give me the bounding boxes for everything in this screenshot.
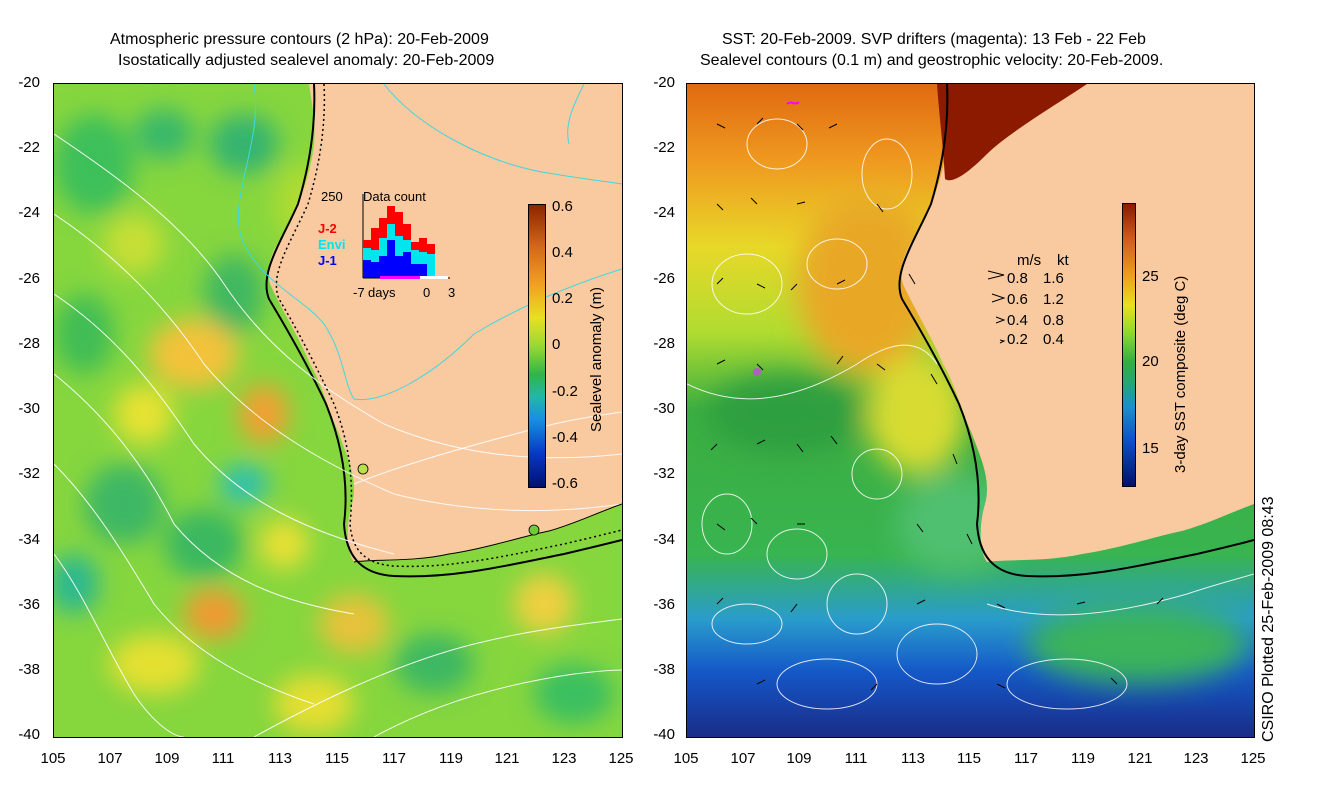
right-xtick-109: 109 bbox=[786, 750, 812, 767]
left-xtick-119: 119 bbox=[439, 750, 463, 767]
right-ytick-20: -20 bbox=[653, 74, 675, 91]
left-xtick-113: 113 bbox=[268, 750, 292, 767]
left-xtick-115: 115 bbox=[325, 750, 349, 767]
left-ytick-26: -26 bbox=[18, 270, 40, 287]
left-ytick-38: -38 bbox=[18, 661, 40, 678]
velocity-legend-row-3-kt: 0.8 bbox=[1043, 312, 1064, 329]
right-xtick-119: 119 bbox=[1071, 750, 1095, 767]
sealevel-cbtick-6: -0.6 bbox=[552, 475, 578, 492]
velocity-legend-row-1-ms: 0.8 bbox=[1007, 270, 1028, 287]
sealevel-cbtick-4: -0.2 bbox=[552, 383, 578, 400]
right-xtick-123: 123 bbox=[1183, 750, 1209, 767]
left-xtick-105: 105 bbox=[40, 750, 66, 767]
inset-legend-envi: Envi bbox=[318, 237, 346, 252]
left-ytick-22: -22 bbox=[18, 139, 40, 156]
sealevel-cbtick-5: -0.4 bbox=[552, 429, 578, 446]
right-ytick-22: -22 bbox=[653, 139, 675, 156]
sst-field bbox=[687, 84, 1254, 737]
right-xtick-115: 115 bbox=[957, 750, 981, 767]
velocity-legend-row-2-ms: 0.6 bbox=[1007, 291, 1028, 308]
velocity-legend-header-ms: m/s bbox=[1017, 252, 1042, 269]
right-ytick-40: -40 bbox=[653, 726, 675, 743]
left-xtick-121: 121 bbox=[494, 750, 520, 767]
inset-xlabel-zero: 0 bbox=[423, 285, 431, 300]
left-xtick-107: 107 bbox=[97, 750, 123, 767]
left-ytick-36: -36 bbox=[18, 596, 40, 613]
velocity-legend-arrows bbox=[987, 270, 1006, 344]
sealevel-colorbar-label: Sealevel anomaly (m) bbox=[588, 286, 605, 432]
sst-cbtick-25: 25 bbox=[1142, 268, 1159, 285]
left-ytick-30: -30 bbox=[18, 400, 40, 417]
sst-cbtick-15: 15 bbox=[1142, 440, 1159, 457]
credit-label: CSIRO Plotted 25-Feb-2009 08:43 bbox=[1260, 496, 1277, 742]
right-ytick-28: -28 bbox=[653, 335, 675, 352]
right-xtick-117: 117 bbox=[1014, 750, 1038, 767]
sealevel-cbtick-2: 0.2 bbox=[552, 290, 573, 307]
left-xtick-117: 117 bbox=[382, 750, 406, 767]
inset-title: Data count bbox=[363, 189, 426, 204]
left-ytick-20: -20 bbox=[18, 74, 40, 91]
right-title-line2: Sealevel contours (0.1 m) and geostrophi… bbox=[700, 52, 1164, 69]
right-title-line1: SST: 20-Feb-2009. SVP drifters (magenta)… bbox=[722, 31, 1146, 48]
left-xtick-125: 125 bbox=[608, 750, 634, 767]
left-title-line1: Atmospheric pressure contours (2 hPa): 2… bbox=[110, 31, 489, 48]
right-xtick-105: 105 bbox=[673, 750, 699, 767]
sealevel-cbtick-1: 0.4 bbox=[552, 244, 573, 261]
inset-ymax: 250 bbox=[321, 189, 343, 204]
right-xtick-107: 107 bbox=[730, 750, 756, 767]
sealevel-anomaly-field bbox=[54, 84, 622, 737]
right-xtick-113: 113 bbox=[901, 750, 925, 767]
right-ytick-38: -38 bbox=[653, 661, 675, 678]
sst-colorbar bbox=[1122, 203, 1136, 487]
sealevel-cbtick-0: 0.6 bbox=[552, 198, 573, 215]
left-ytick-24: -24 bbox=[18, 204, 40, 221]
inset-xlabel-days: days bbox=[368, 285, 396, 300]
sst-map bbox=[686, 83, 1255, 738]
right-xtick-111: 111 bbox=[844, 750, 868, 767]
velocity-legend-header-kt: kt bbox=[1057, 252, 1069, 269]
inset-legend-j1: J-1 bbox=[318, 253, 337, 268]
data-count-inset: 250 Data count J-2 Envi J-1 bbox=[310, 180, 470, 300]
left-ytick-34: -34 bbox=[18, 531, 40, 548]
inset-bars bbox=[362, 194, 450, 279]
sealevel-colorbar bbox=[528, 204, 546, 488]
velocity-legend-row-2-kt: 1.2 bbox=[1043, 291, 1064, 308]
sst-cbtick-20: 20 bbox=[1142, 353, 1159, 370]
right-ytick-32: -32 bbox=[653, 465, 675, 482]
right-xtick-121: 121 bbox=[1127, 750, 1153, 767]
velocity-legend-row-3-ms: 0.4 bbox=[1007, 312, 1028, 329]
left-title-line2: Isostatically adjusted sealevel anomaly:… bbox=[118, 52, 495, 69]
left-xtick-123: 123 bbox=[551, 750, 577, 767]
left-ytick-32: -32 bbox=[18, 465, 40, 482]
inset-xlabel-start: -7 bbox=[353, 285, 365, 300]
inset-legend-j2: J-2 bbox=[318, 221, 337, 236]
velocity-legend-row-4-kt: 0.4 bbox=[1043, 331, 1064, 348]
left-ytick-28: -28 bbox=[18, 335, 40, 352]
right-xtick-125: 125 bbox=[1240, 750, 1266, 767]
right-ytick-26: -26 bbox=[653, 270, 675, 287]
left-ytick-40: -40 bbox=[18, 726, 40, 743]
right-ytick-36: -36 bbox=[653, 596, 675, 613]
sst-colorbar-label: 3-day SST composite (deg C) bbox=[1172, 275, 1189, 473]
left-xtick-109: 109 bbox=[154, 750, 180, 767]
velocity-legend-row-4-ms: 0.2 bbox=[1007, 331, 1028, 348]
sealevel-anomaly-map bbox=[53, 83, 623, 738]
right-ytick-34: -34 bbox=[653, 531, 675, 548]
sealevel-cbtick-3: 0 bbox=[552, 336, 561, 353]
right-ytick-24: -24 bbox=[653, 204, 675, 221]
right-ytick-30: -30 bbox=[653, 400, 675, 417]
inset-xlabel-end: 3 bbox=[448, 285, 456, 300]
velocity-legend-row-1-kt: 1.6 bbox=[1043, 270, 1064, 287]
left-xtick-111: 111 bbox=[211, 750, 235, 767]
